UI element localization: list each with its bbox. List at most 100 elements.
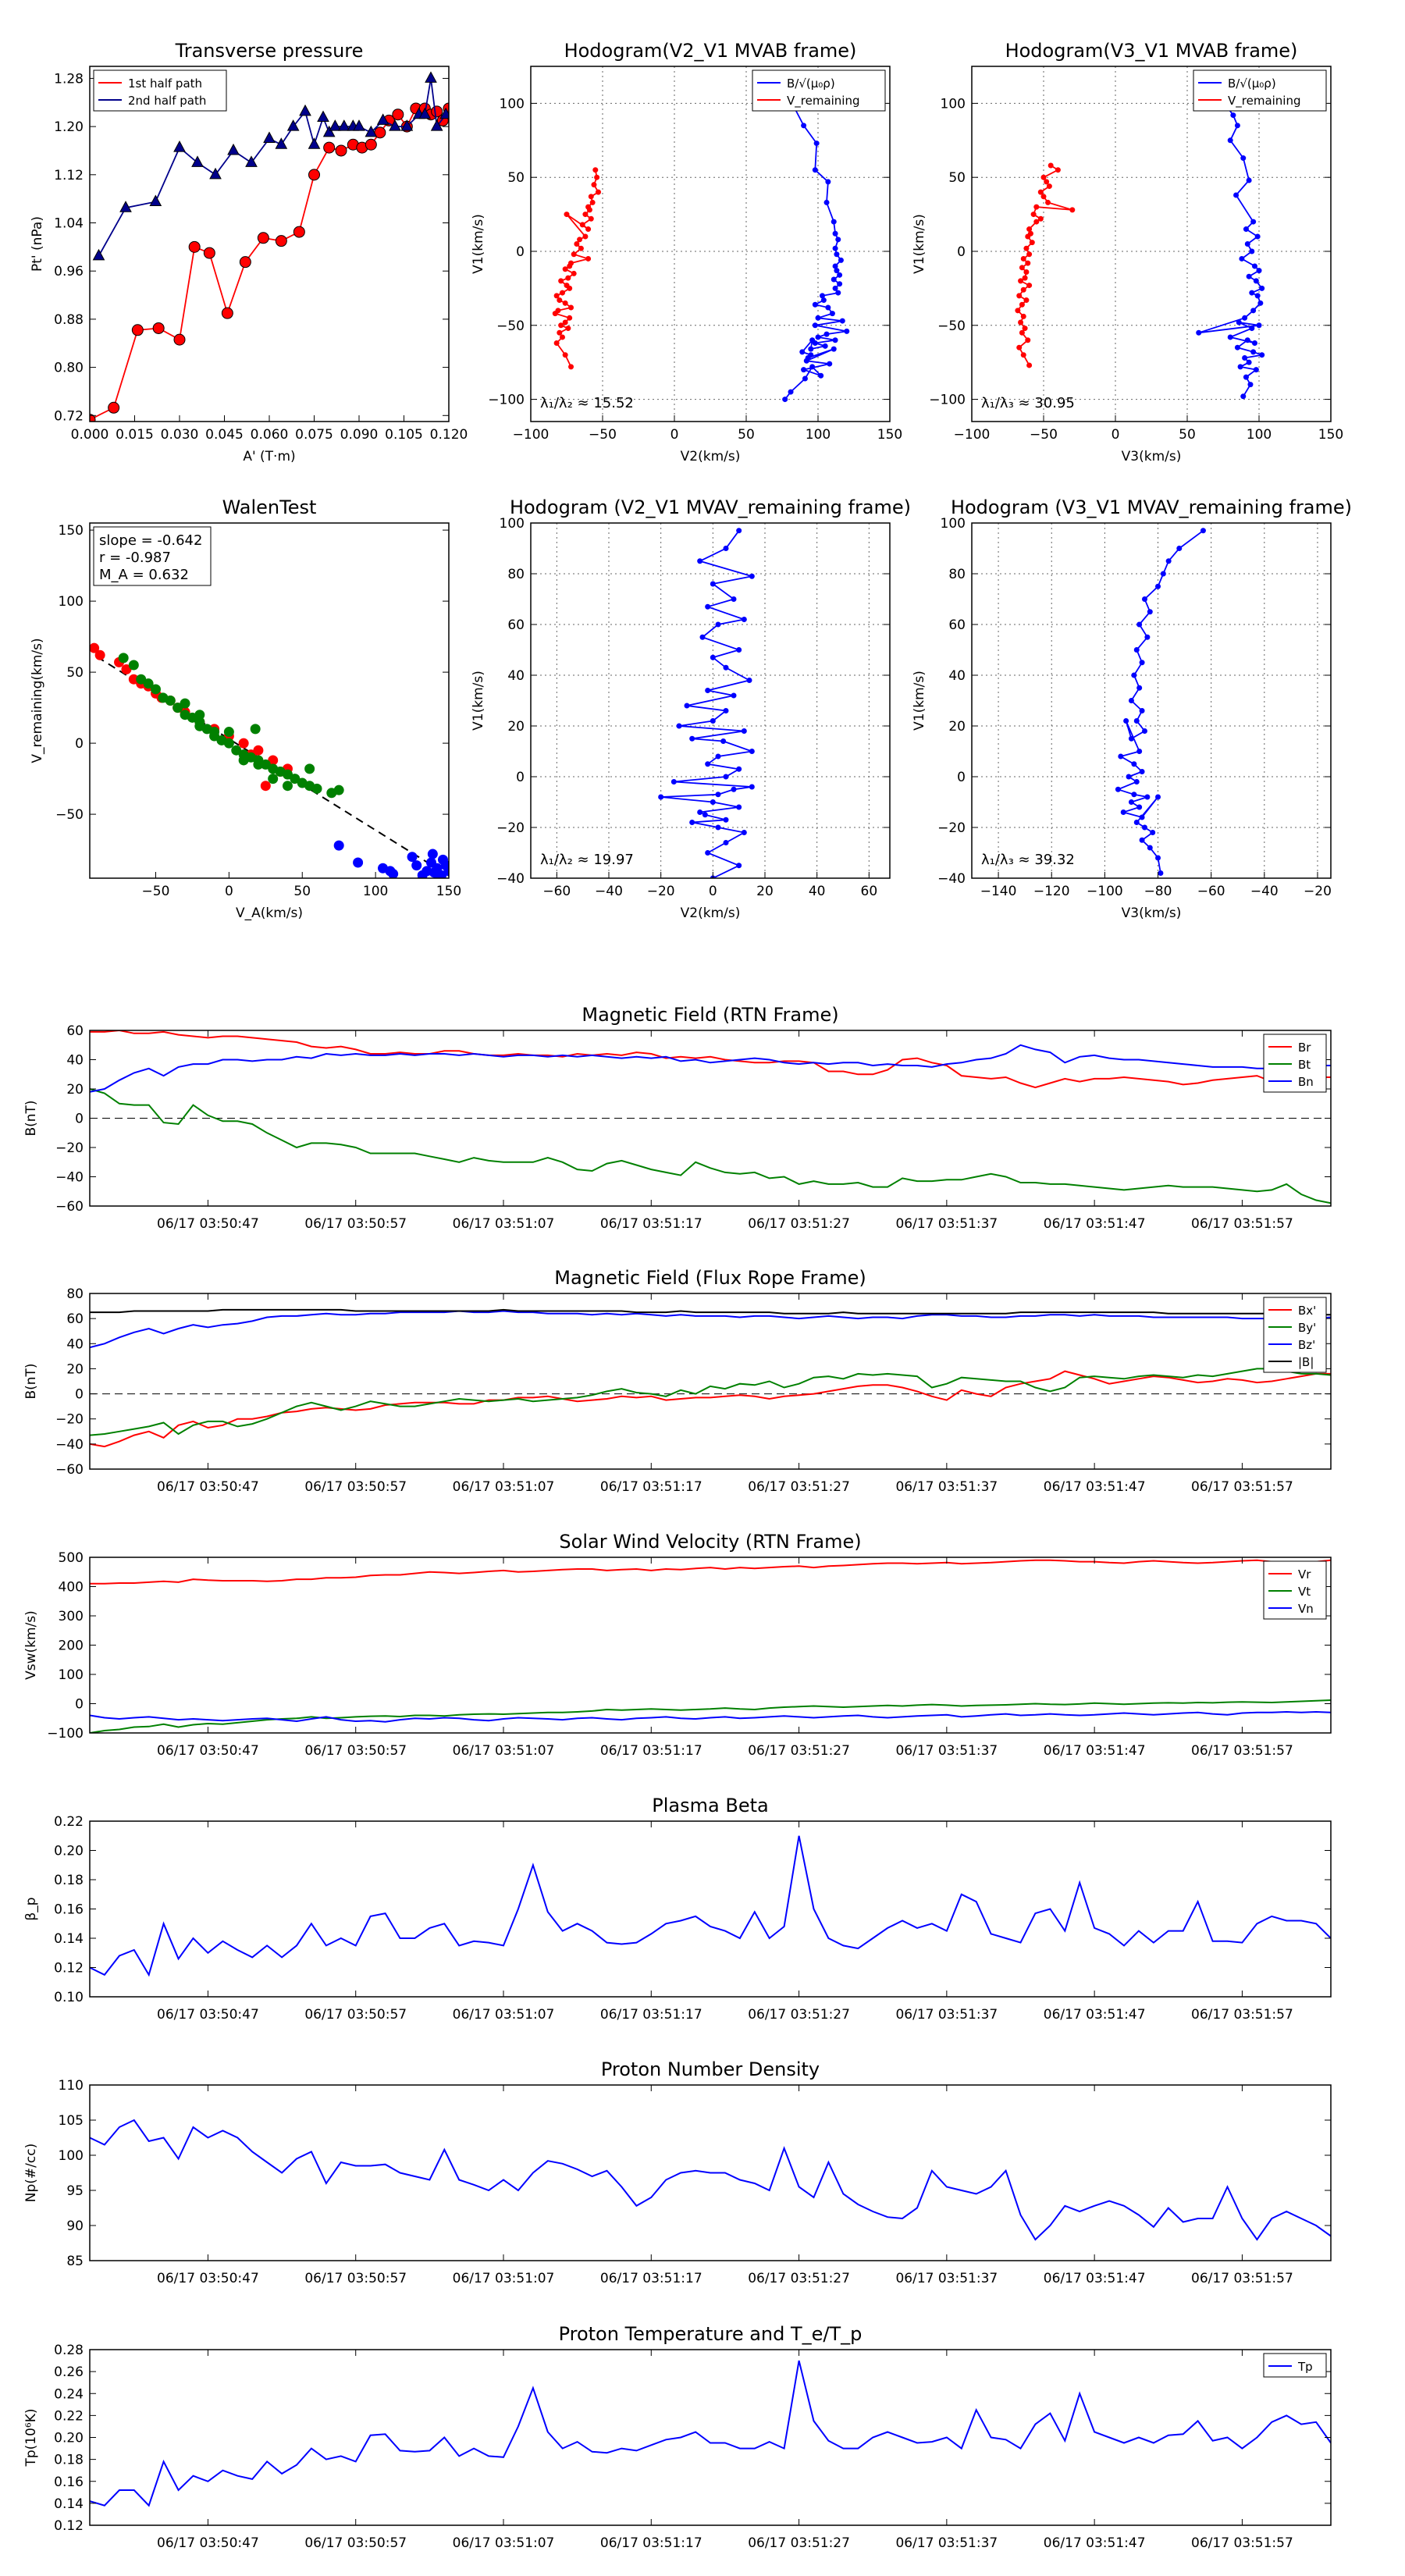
data-point [1115, 786, 1121, 792]
x-tick-label: 0.060 [251, 427, 289, 443]
data-point [723, 817, 729, 823]
legend-label: 2nd half path [128, 94, 206, 108]
ratio-annotation: λ₁/λ₂ ≈ 15.52 [540, 395, 634, 411]
stats-box [93, 526, 212, 586]
data-point [723, 664, 729, 671]
data-point [1046, 183, 1052, 190]
y-tick-label: 0.96 [54, 264, 84, 279]
y-tick-label: 40 [948, 668, 966, 684]
legend-label: Bx' [1298, 1304, 1316, 1318]
x-tick-label: 06/17 03:50:47 [157, 2271, 259, 2286]
data-point [562, 319, 568, 326]
x-tick-label: 0.030 [161, 427, 199, 443]
data-point [275, 235, 287, 247]
data-point [1139, 769, 1145, 774]
y-tick-label: 60 [507, 617, 525, 633]
chart-hodo_v3v1_mvav: −140 −120 −100 −80 −60 −40 −20 −40 −20 0 20 40 60 80 1… [912, 496, 1352, 921]
series-group [90, 2360, 1331, 2507]
x-axis-label: V3(km/s) [1122, 906, 1182, 921]
data-point [574, 241, 580, 247]
data-point [1236, 319, 1242, 326]
y-tick-label: −40 [55, 1437, 84, 1453]
x-tick-label: 06/17 03:51:37 [895, 2535, 998, 2551]
data-point [1139, 660, 1145, 666]
x-tick-label: 50 [738, 427, 755, 443]
data-point [812, 322, 818, 329]
y-tick-label: −20 [55, 1140, 84, 1156]
data-point [568, 304, 574, 311]
data-point [820, 293, 826, 299]
data-point [1128, 735, 1134, 742]
y-tick-label: 0 [75, 1112, 84, 1127]
x-tick-label: 0 [1112, 427, 1120, 443]
y-tick-label: 0 [75, 1697, 84, 1713]
data-point [559, 290, 565, 296]
data-point [119, 201, 132, 212]
x-tick-label: 06/17 03:51:37 [895, 1216, 998, 1232]
data-point [1246, 359, 1252, 365]
x-tick-label: −120 [1033, 884, 1070, 899]
chart-title: Hodogram (V3_V1 MVAV_remaining frame) [951, 496, 1352, 518]
series-line-1st half path [90, 108, 449, 421]
data-point [1259, 352, 1265, 358]
data-point [94, 649, 105, 660]
data-point [835, 290, 841, 296]
data-point [741, 830, 747, 835]
x-tick-label: 06/17 03:51:57 [1191, 2007, 1293, 2023]
x-axis-label: V2(km/s) [681, 906, 741, 921]
x-tick-label: 0.015 [116, 427, 154, 443]
data-point [788, 389, 794, 395]
data-point [586, 207, 592, 213]
data-point [1022, 326, 1028, 332]
data-point [736, 528, 742, 534]
y-tick-label: −20 [937, 820, 966, 836]
data-point [418, 107, 432, 119]
data-point [1242, 354, 1248, 361]
y-tick-label: 100 [59, 1667, 84, 1683]
x-tick-label: 06/17 03:50:57 [304, 2535, 407, 2551]
x-tick-label: 150 [436, 884, 461, 899]
data-point [1254, 293, 1261, 299]
y-tick-label: 80 [948, 567, 966, 582]
y-tick-label: −20 [55, 1412, 84, 1428]
y-tick-label: 85 [66, 2254, 84, 2269]
data-point [699, 634, 706, 640]
data-point [1126, 774, 1132, 780]
y-tick-label: 100 [500, 96, 525, 112]
data-point [589, 199, 596, 205]
x-tick-label: −50 [1030, 427, 1058, 443]
y-tick-label: 400 [59, 1580, 84, 1596]
series-line-Np [90, 2119, 1331, 2241]
series-group [90, 642, 449, 878]
data-point [1033, 219, 1040, 225]
y-axis-label: Np(#/cc) [23, 2144, 39, 2202]
series-line-Bt [90, 1088, 1331, 1204]
data-point [809, 337, 816, 343]
data-point [118, 653, 129, 664]
y-tick-label: 0.20 [54, 2431, 84, 2446]
data-point [799, 349, 806, 355]
data-point [180, 698, 190, 709]
data-point [1147, 609, 1153, 615]
plot-frame [89, 522, 450, 879]
data-point [582, 233, 589, 240]
plot-frame [89, 1820, 1332, 1998]
x-tick-label: 06/17 03:51:07 [453, 1743, 555, 1759]
data-point [293, 226, 305, 238]
data-point [1133, 647, 1140, 653]
x-tick-label: 06/17 03:51:37 [895, 1743, 998, 1759]
series-line-Vt [90, 1699, 1331, 1733]
data-point [1023, 297, 1030, 304]
x-tick-label: −20 [647, 884, 675, 899]
data-point [388, 869, 399, 878]
x-tick-label: 06/17 03:51:47 [1044, 1216, 1146, 1232]
y-tick-label: 100 [941, 516, 966, 532]
data-point [658, 794, 664, 800]
x-tick-label: 06/17 03:50:57 [304, 1479, 407, 1495]
data-point [832, 337, 838, 343]
x-tick-label: 06/17 03:51:27 [748, 2535, 850, 2551]
y-tick-label: −100 [929, 393, 966, 408]
data-point [1141, 824, 1147, 831]
data-point [260, 781, 271, 792]
